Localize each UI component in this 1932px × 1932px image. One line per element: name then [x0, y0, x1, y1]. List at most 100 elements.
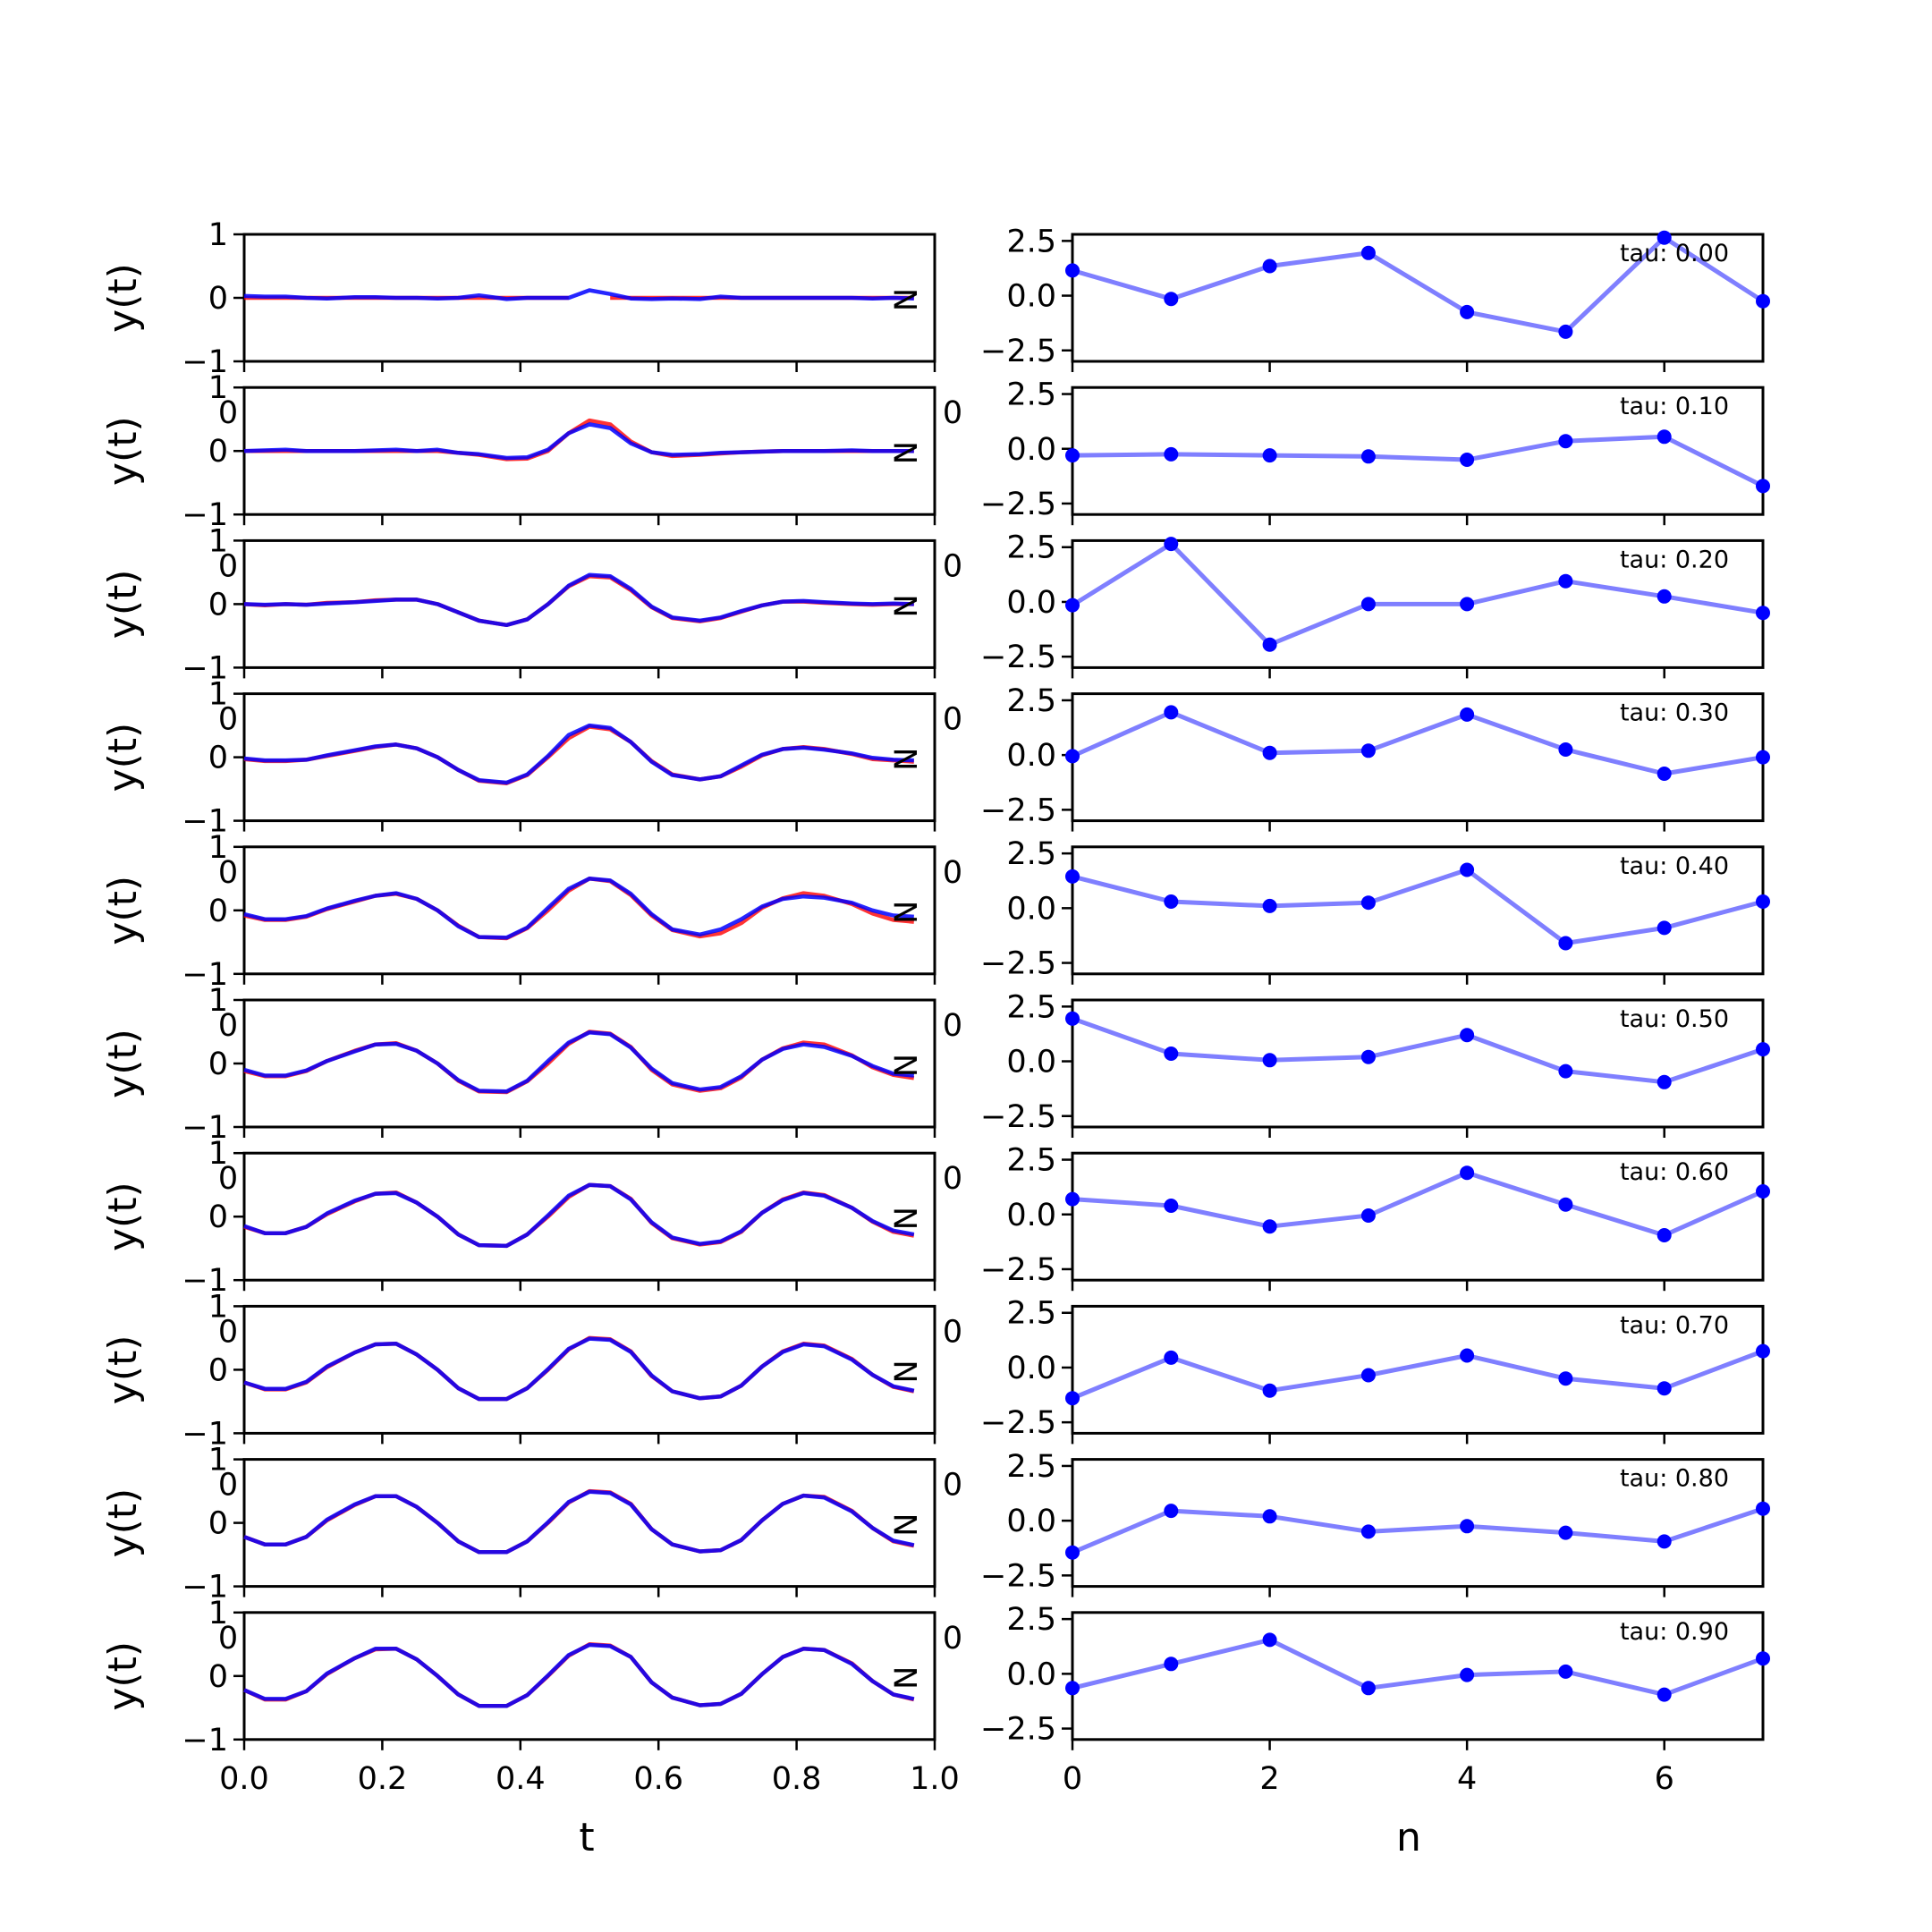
coefficient-point: [1065, 1545, 1080, 1560]
y-tick-label: −2.5: [980, 1405, 1056, 1441]
coefficient-point: [1460, 1165, 1475, 1181]
coefficient-panel-4: −2.5 0.0 2.5 tau: 0.40: [980, 836, 1770, 985]
y-tick-label: 1: [208, 1596, 228, 1631]
overlapping-axis-letter: N: [889, 1513, 925, 1537]
left-xlabel: t: [579, 1815, 594, 1860]
coefficient-panel-7: −2.5 0.0 2.5 tau: 0.70: [980, 1296, 1770, 1445]
coefficient-point: [1756, 606, 1770, 621]
overlapping-tick-fragment: 0: [218, 395, 238, 431]
overlapping-tick-fragment: 0: [218, 1314, 238, 1350]
y-tick-label: −1: [182, 1263, 228, 1299]
y-tick-label: 0.0: [1006, 279, 1056, 315]
x-tick-label: 0.4: [496, 1761, 546, 1797]
y-tick-label: 0: [208, 1659, 228, 1695]
coefficient-point: [1360, 1049, 1376, 1064]
coefficient-line: [1072, 434, 1765, 488]
y-tick-label: 0: [208, 1046, 228, 1082]
coefficient-point: [1164, 1504, 1179, 1519]
y-tick-label: −1: [182, 344, 228, 380]
coefficient-point: [1558, 1525, 1573, 1540]
panel-frame: [1071, 1611, 1765, 1741]
overlapping-tick-fragment: 0: [943, 702, 962, 738]
target-line: [243, 1489, 915, 1555]
coefficient-point: [1657, 767, 1672, 781]
y-tick-label: 1: [208, 1136, 228, 1172]
y-tick-label: 0: [208, 741, 228, 776]
panel-frame: [1071, 1458, 1765, 1589]
y-tick-label: −1: [182, 804, 228, 840]
target-line: [243, 1182, 915, 1249]
coefficient-point: [1360, 1681, 1376, 1696]
y-tick-label: 1: [208, 370, 228, 406]
reconstruction-line: [243, 1642, 915, 1708]
y-tick-label: −2.5: [980, 946, 1056, 982]
y-tick-label: 0.0: [1006, 1657, 1056, 1692]
coefficient-point: [1460, 1667, 1475, 1682]
y-tick-label: 1: [208, 1443, 228, 1479]
y-tick-label: −2.5: [980, 792, 1056, 828]
coefficient-panel-6: −2.5 0.0 2.5 tau: 0.60: [980, 1143, 1770, 1292]
y-tick-label: 0: [208, 1352, 228, 1388]
coefficient-point: [1460, 1348, 1475, 1363]
overlapping-axis-letter: N: [889, 901, 925, 924]
coefficient-point: [1756, 750, 1770, 765]
coefficient-point: [1460, 304, 1475, 319]
y-tick-label: 2.5: [1006, 530, 1056, 566]
coefficient-point: [1756, 1042, 1770, 1057]
coefficient-point: [1558, 1063, 1573, 1079]
tau-annotation: tau: 0.80: [1620, 1465, 1729, 1493]
coefficient-panels: −2.50.02.5 tau: 0.00−2.50.02.5 tau: 0.10−2…: [980, 224, 1770, 1797]
coefficient-point: [1164, 292, 1179, 307]
tau-annotation: tau: 0.50: [1620, 1005, 1729, 1033]
coefficient-line: [1071, 541, 1764, 648]
coefficient-point: [1262, 898, 1277, 913]
reconstruction-line: [243, 724, 914, 785]
overlapping-tick-fragment: 0: [218, 548, 238, 584]
reconstruction-line: [244, 418, 914, 462]
coefficient-point: [1460, 597, 1475, 612]
y-tick-label: 0: [208, 434, 228, 470]
coefficient-point: [1558, 1371, 1573, 1386]
overlapping-tick-fragment: 0: [943, 1314, 962, 1350]
panel-frame: [242, 1151, 936, 1282]
reconstruction-line: [243, 1030, 915, 1095]
y-tick-label: −2.5: [980, 1099, 1056, 1135]
y-tick-label: −2.5: [980, 1712, 1056, 1748]
y-tick-label: 0.0: [1006, 1198, 1056, 1233]
y-tick-label: 2.5: [1006, 1449, 1056, 1485]
overlapping-tick-fragment: 0: [218, 1468, 238, 1504]
coefficient-point: [1657, 1381, 1672, 1396]
target-line: [243, 1336, 915, 1402]
overlapping-axis-letter: N: [889, 594, 925, 617]
coefficient-point: [1756, 293, 1770, 309]
coefficient-line: [1071, 709, 1764, 776]
y-axis-label: y(t): [100, 1488, 146, 1558]
y-tick-label: 2.5: [1006, 1602, 1056, 1638]
coefficient-line: [1072, 235, 1765, 335]
overlapping-tick-fragment: 0: [218, 855, 238, 891]
target-line: [243, 572, 914, 628]
y-tick-label: 0.0: [1006, 585, 1056, 621]
coefficient-point: [1657, 1534, 1672, 1549]
target-line: [243, 723, 914, 785]
coefficient-point: [1262, 745, 1277, 760]
tau-annotation: tau: 0.00: [1620, 240, 1729, 267]
tau-annotation: tau: 0.70: [1620, 1311, 1729, 1339]
y-axis-label: y(t): [100, 416, 146, 486]
coefficient-point: [1065, 869, 1080, 884]
tau-annotation: tau: 0.30: [1620, 699, 1729, 727]
x-tick-label: 2: [1259, 1761, 1279, 1797]
coefficient-point: [1360, 597, 1376, 612]
panel-frame: [242, 1611, 936, 1741]
coefficient-point: [1360, 449, 1376, 464]
y-tick-label: 0: [208, 894, 228, 929]
overlapping-axis-letter: N: [889, 441, 925, 464]
coefficient-point: [1164, 894, 1179, 909]
coefficient-point: [1262, 1383, 1277, 1398]
y-tick-label: −1: [182, 1110, 228, 1146]
